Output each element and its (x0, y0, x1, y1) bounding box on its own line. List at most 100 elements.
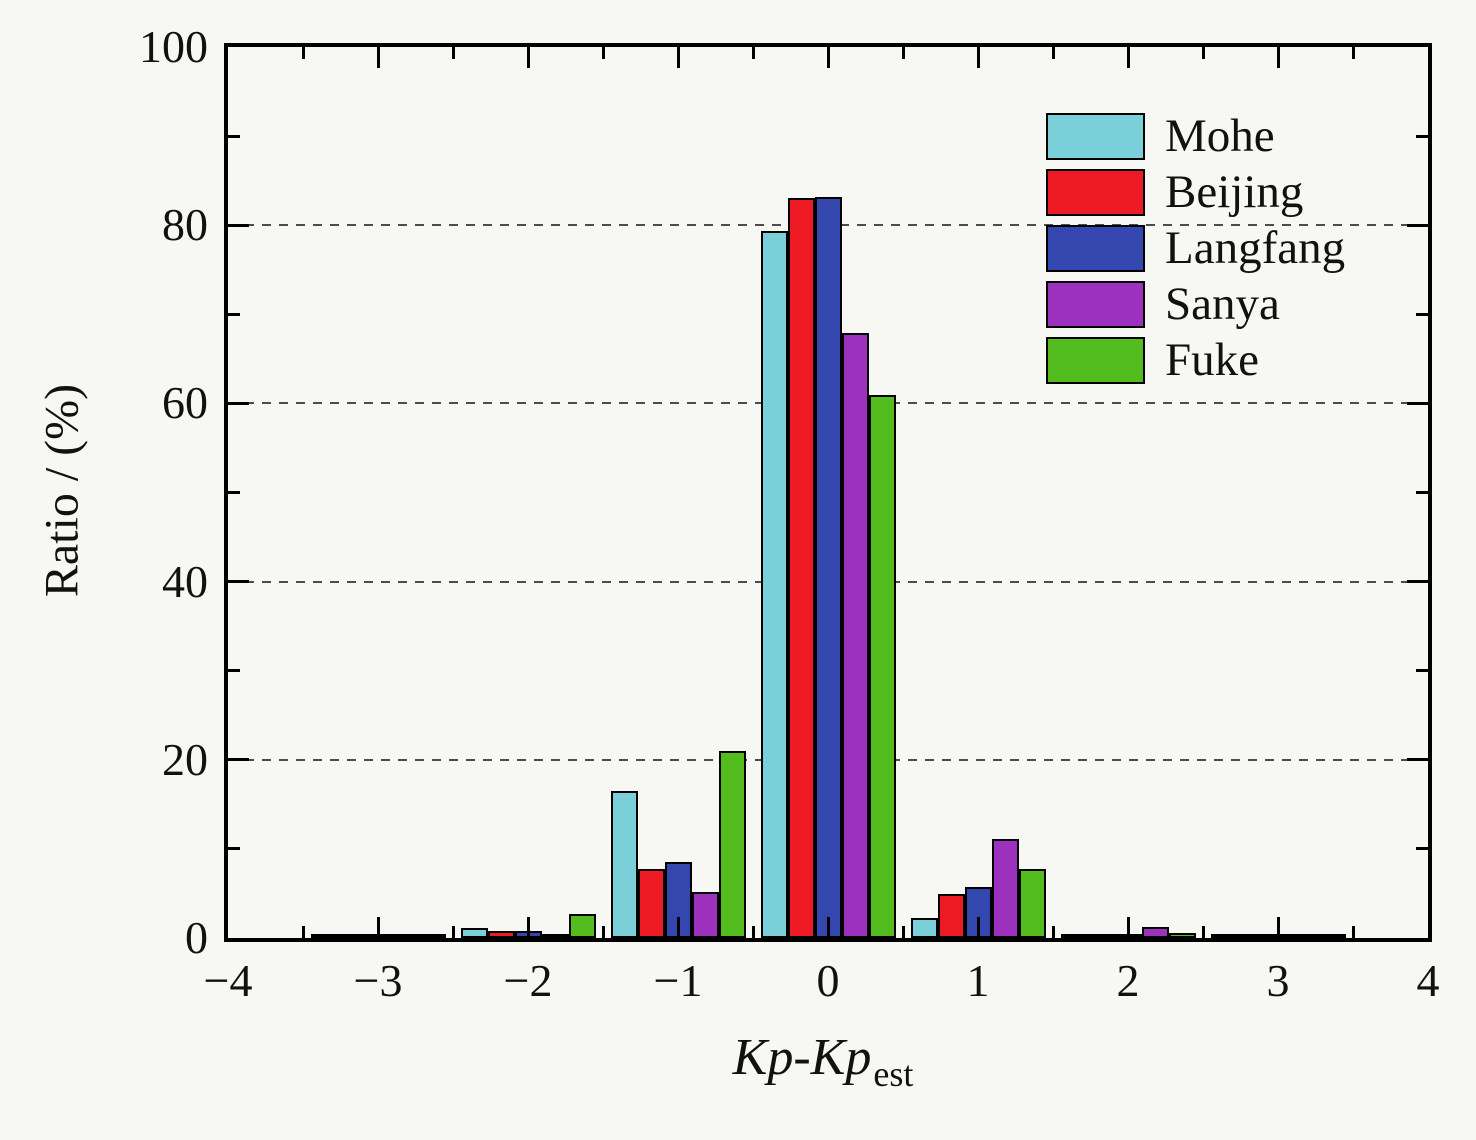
bar-sanya-x2 (1141, 927, 1169, 938)
bar-fuke-x-2 (568, 913, 596, 938)
x-major-tick (1276, 47, 1280, 68)
x-minor-tick (601, 926, 605, 938)
bar-fuke-x0 (868, 394, 896, 938)
y-major-tick (1407, 580, 1428, 584)
y-minor-tick (1416, 847, 1428, 851)
bar-mohe-x1 (910, 917, 938, 938)
y-minor-tick (1416, 134, 1428, 138)
x-tick-label--2: −2 (503, 955, 553, 1006)
x-tick-label--4: −4 (203, 955, 253, 1006)
y-minor-tick (228, 491, 240, 494)
y-major-tick (1407, 223, 1428, 227)
legend-swatch-mohe (1046, 113, 1145, 160)
y-tick-label-20: 20 (162, 733, 208, 785)
y-tick-label-100: 100 (139, 21, 208, 72)
x-tick-label--3: −3 (353, 955, 403, 1006)
x-tick-label-3: 3 (1266, 955, 1290, 1006)
y-minor-tick (1416, 669, 1428, 673)
x-minor-tick (751, 47, 755, 59)
bar-sanya-x0 (841, 333, 869, 938)
y-minor-tick (228, 134, 240, 138)
x-axis-title-subscript: est (873, 1054, 914, 1094)
y-minor-tick (228, 312, 240, 316)
x-minor-tick (1351, 926, 1355, 938)
y-minor-tick (228, 847, 240, 851)
y-major-tick (1407, 758, 1428, 762)
x-major-tick (1126, 917, 1130, 938)
legend-swatch-fuke (1046, 337, 1145, 384)
y-tick-label-0: 0 (185, 912, 208, 963)
bar-fuke-x-3 (418, 934, 446, 938)
legend-label-mohe: Mohe (1165, 110, 1275, 162)
x-minor-tick (1201, 47, 1205, 59)
bar-fuke-x1 (1018, 869, 1046, 938)
x-axis-title-main: Kp-Kp (732, 1029, 872, 1086)
x-tick-label-1: 1 (966, 955, 990, 1006)
bar-sanya-x-3 (391, 934, 419, 938)
x-minor-tick (901, 926, 905, 938)
bar-beijing-x-1 (637, 868, 665, 938)
x-axis-title: Kp-Kpest (573, 1028, 1073, 1094)
legend-row-beijing: Beijing (1046, 169, 1345, 216)
x-major-tick (376, 917, 380, 938)
bar-mohe-x-1 (610, 791, 638, 938)
legend-label-langfang: Langfang (1165, 222, 1346, 274)
x-minor-tick (1201, 926, 1205, 938)
y-major-tick (1407, 401, 1428, 405)
bar-fuke-x3 (1318, 934, 1346, 938)
bar-sanya-x-2 (541, 934, 569, 938)
bar-sanya-x3 (1291, 934, 1319, 938)
y-major-tick (228, 401, 249, 405)
x-tick-label--1: −1 (653, 955, 703, 1006)
legend-label-beijing: Beijing (1165, 166, 1304, 218)
bar-beijing-x-3 (337, 934, 365, 938)
x-major-tick (826, 47, 830, 68)
x-major-tick (676, 917, 680, 938)
x-major-tick (676, 47, 680, 68)
x-minor-tick (451, 47, 455, 59)
x-minor-tick (601, 47, 605, 59)
bar-langfang-x0 (814, 196, 842, 938)
bar-sanya-x-1 (691, 891, 719, 938)
x-minor-tick (451, 926, 455, 938)
legend-row-sanya: Sanya (1046, 281, 1345, 328)
bar-mohe-x3 (1210, 934, 1238, 938)
legend-row-fuke: Fuke (1046, 337, 1345, 384)
bar-mohe-x-2 (460, 928, 488, 938)
legend: Mohe Beijing Langfang Sanya Fuke (1046, 113, 1345, 393)
legend-row-langfang: Langfang (1046, 225, 1345, 272)
legend-swatch-beijing (1046, 169, 1145, 216)
bar-fuke-x2 (1168, 932, 1196, 938)
x-tick-label-4: 4 (1416, 955, 1440, 1006)
y-major-tick (228, 580, 249, 584)
x-major-tick (826, 917, 830, 938)
x-tick-label-0: 0 (816, 955, 840, 1006)
x-minor-tick (301, 47, 305, 59)
plot-area (224, 43, 1432, 942)
x-minor-tick (1351, 47, 1355, 59)
bar-beijing-x3 (1237, 934, 1265, 938)
legend-swatch-langfang (1046, 225, 1145, 272)
bar-fuke-x-1 (718, 750, 746, 938)
bar-beijing-x0 (787, 198, 815, 938)
y-minor-tick (1416, 312, 1428, 316)
x-major-tick (1126, 47, 1130, 68)
x-major-tick (526, 47, 530, 68)
y-tick-label-80: 80 (162, 199, 208, 251)
x-major-tick (976, 917, 980, 938)
x-major-tick (526, 917, 530, 938)
bar-mohe-x-3 (310, 934, 338, 938)
bar-beijing-x1 (937, 894, 965, 938)
y-axis-title: Ratio / (%) (35, 383, 89, 597)
y-tick-label-40: 40 (162, 555, 208, 607)
x-minor-tick (301, 926, 305, 938)
legend-swatch-sanya (1046, 281, 1145, 328)
bar-beijing-x-2 (487, 930, 515, 938)
bar-mohe-x2 (1060, 934, 1088, 938)
x-minor-tick (751, 926, 755, 938)
x-major-tick (376, 47, 380, 68)
x-major-tick (976, 47, 980, 68)
x-tick-label-2: 2 (1116, 955, 1140, 1006)
y-tick-label-60: 60 (162, 377, 208, 429)
